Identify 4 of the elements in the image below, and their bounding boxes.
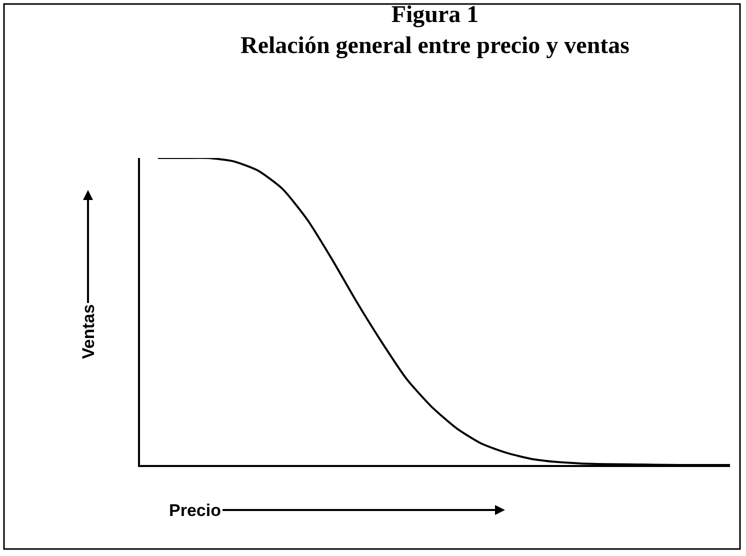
chart-title: Figura 1 <box>391 2 479 28</box>
chart-subtitle: Relación general entre precio y ventas <box>240 33 630 60</box>
x-axis-title: Precio <box>169 501 221 520</box>
y-axis-title: Ventas <box>79 304 98 359</box>
